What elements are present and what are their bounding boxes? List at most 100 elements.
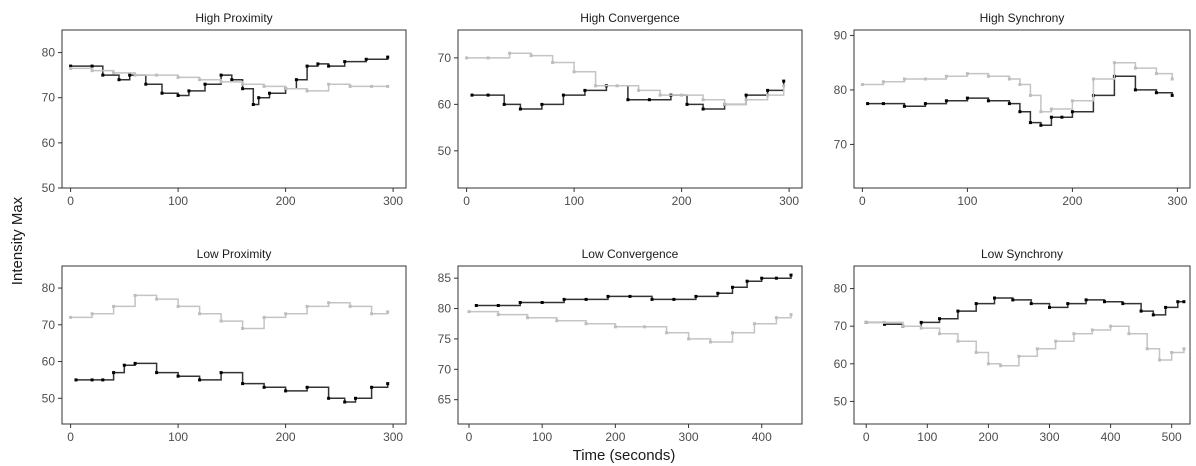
data-point-dark (1028, 121, 1032, 125)
series-line-light (70, 294, 389, 330)
data-point-dark (789, 273, 793, 277)
data-point-light (219, 319, 223, 323)
panel-frame (853, 29, 1191, 189)
data-point-light (284, 312, 288, 316)
data-point-dark (650, 297, 654, 301)
x-tick-label: 200 (1062, 194, 1082, 208)
data-point-light (883, 320, 886, 324)
data-point-light (709, 340, 712, 344)
data-point-dark (745, 279, 749, 283)
panel-title: High Convergence (580, 11, 680, 25)
data-point-light (348, 84, 352, 88)
data-point-light (1090, 328, 1094, 332)
series-line-light (70, 67, 388, 92)
data-point-dark (316, 62, 320, 66)
data-point-dark (354, 396, 357, 400)
series-line-light (469, 310, 792, 343)
data-point-dark (176, 374, 180, 378)
y-tick-label: 60 (42, 136, 56, 150)
data-point-light (860, 83, 864, 86)
data-point-dark (774, 276, 778, 280)
x-tick-label: 300 (383, 194, 403, 208)
data-point-dark (685, 102, 689, 106)
data-point-dark (1151, 313, 1155, 317)
data-point-dark (74, 378, 78, 382)
data-point-light (1182, 347, 1186, 351)
data-point-dark (561, 93, 565, 97)
data-point-light (1112, 61, 1116, 65)
data-point-light (782, 84, 786, 88)
data-point-dark (1103, 300, 1106, 304)
data-point-dark (327, 64, 331, 68)
y-axis-title: Intensity Max (9, 196, 26, 285)
data-point-dark (606, 294, 610, 298)
data-point-dark (133, 361, 137, 365)
series-group (465, 51, 786, 111)
data-point-dark (1170, 93, 1174, 97)
data-point-light (572, 70, 576, 74)
x-tick-label: 500 (1162, 430, 1182, 444)
panel-frame (457, 265, 803, 425)
data-point-light (665, 331, 669, 335)
data-point-dark (112, 371, 116, 375)
data-point-light (1170, 351, 1174, 354)
y-tick-label: 50 (438, 144, 452, 158)
data-point-dark (343, 400, 347, 404)
data-point-light (155, 73, 159, 77)
data-point-dark (1066, 302, 1070, 306)
data-point-dark (760, 276, 764, 280)
data-point-dark (518, 107, 522, 111)
data-point-light (701, 98, 705, 102)
data-point-dark (486, 93, 490, 97)
y-tick-label: 85 (438, 271, 452, 285)
data-point-dark (257, 96, 261, 100)
data-point-light (680, 93, 684, 97)
data-point-light (526, 316, 529, 320)
data-point-dark (626, 98, 630, 102)
data-point-light (1154, 72, 1158, 76)
data-point-light (176, 304, 180, 308)
data-point-light (348, 304, 352, 308)
data-point-light (974, 351, 978, 354)
data-point-dark (343, 60, 347, 64)
data-point-light (864, 320, 868, 324)
data-point-light (999, 364, 1003, 368)
y-tick-label: 70 (834, 137, 848, 151)
series-group (69, 55, 390, 106)
data-point-light (594, 84, 598, 88)
data-point-dark (1049, 115, 1053, 119)
data-point-dark (1007, 102, 1011, 106)
series-group (467, 273, 793, 344)
data-point-light (637, 88, 641, 92)
data-point-light (744, 98, 748, 102)
data-point-light (90, 69, 94, 73)
data-point-dark (1182, 300, 1186, 304)
data-point-dark (881, 102, 885, 106)
data-point-light (198, 78, 202, 82)
data-point-light (687, 337, 691, 341)
data-point-light (938, 332, 941, 336)
panel-grid: High Proximity 0 100 200 300 50 60 70 80 High Con… (42, 11, 1191, 444)
series-line-light (866, 321, 1185, 367)
data-point-dark (241, 382, 245, 386)
y-tick-label: 50 (42, 391, 56, 405)
data-point-light (1007, 77, 1011, 81)
data-point-dark (672, 297, 676, 301)
data-point-light (986, 74, 990, 78)
data-point-dark (262, 385, 266, 389)
data-point-light (112, 304, 116, 308)
data-point-dark (584, 297, 588, 301)
y-tick-label: 80 (438, 302, 452, 316)
data-point-dark (128, 73, 132, 77)
data-point-dark (364, 57, 368, 61)
data-point-light (1170, 77, 1174, 81)
data-point-dark (219, 73, 223, 77)
data-point-dark (144, 82, 148, 86)
data-point-light (1039, 110, 1043, 114)
x-tick-label: 200 (276, 194, 296, 208)
data-point-dark (160, 91, 164, 95)
data-point-light (327, 82, 331, 86)
data-point-dark (782, 79, 786, 83)
data-point-light (923, 77, 927, 81)
